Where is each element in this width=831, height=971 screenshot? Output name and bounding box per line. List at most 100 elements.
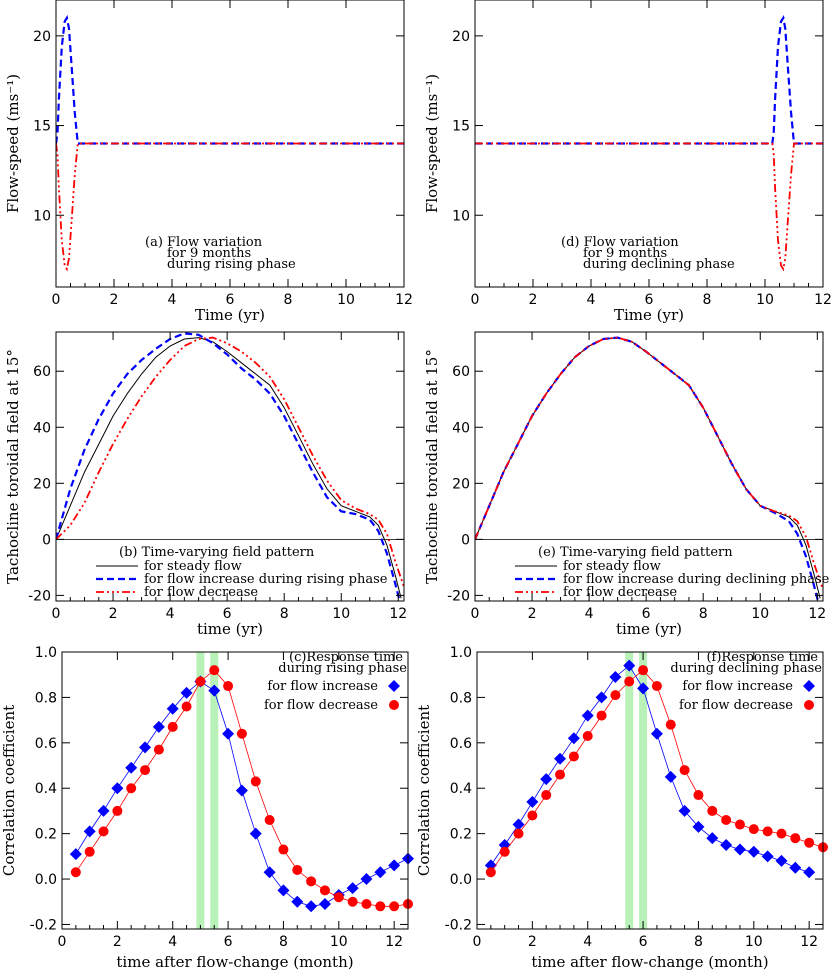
y-tick-label: 0.6 [450, 736, 472, 752]
x-tick-label: 10 [745, 934, 763, 950]
data-point-diamond [263, 866, 276, 879]
data-point-circle [361, 899, 372, 910]
legend-label: for flow decrease [264, 698, 378, 713]
data-point-circle [568, 751, 579, 762]
legend-label: for flow decrease [144, 585, 258, 600]
x-tick-label: 0 [52, 606, 61, 622]
legend-label: for steady flow [144, 559, 242, 574]
x-tick-label: 4 [166, 606, 175, 622]
data-point-diamond [581, 709, 594, 722]
x-tick-label: 4 [168, 934, 177, 950]
data-point-circle [638, 665, 649, 676]
data-point-diamond [97, 804, 110, 817]
plot-frame [476, 651, 824, 930]
x-axis-label: time after flow-change (month) [116, 953, 353, 971]
y-tick-label: 10 [452, 208, 470, 224]
x-axis-label: time (yr) [616, 620, 682, 638]
data-point-diamond [291, 895, 304, 908]
y-tick-label: 0 [461, 532, 470, 548]
data-point-diamond [720, 838, 733, 851]
x-tick-label: 6 [639, 934, 648, 950]
data-point-diamond [166, 702, 179, 715]
data-point-diamond [609, 670, 622, 683]
panel-f: 0 2 4 6 8 10 12 -0.2 0.0 0.2 0.4 0.6 0.8 1.0 time afte… [415, 645, 828, 971]
y-tick-label: -20 [28, 588, 51, 604]
panel-annotation: for 9 months [167, 246, 251, 261]
data-point-circle [375, 901, 386, 912]
data-point-circle [223, 681, 234, 692]
x-tick-label: 10 [337, 292, 355, 308]
data-point-diamond [305, 900, 318, 913]
y-axis-label: Tachocline toroidal field at 15° [423, 349, 441, 584]
data-point-circle [236, 728, 247, 739]
data-point-circle [790, 833, 801, 844]
x-axis-label: Time (yr) [614, 306, 684, 324]
data-point-circle [499, 846, 510, 857]
x-tick-label: 10 [751, 606, 769, 622]
data-point-circle [513, 828, 524, 839]
y-tick-label: -0.2 [30, 917, 57, 933]
panel-annotation: during declining phase [670, 661, 822, 676]
panel-annotation: (f)Response time [706, 650, 818, 665]
y-tick-label: -20 [447, 588, 470, 604]
plot-frame [55, 331, 405, 602]
legend-marker-circle [804, 700, 814, 710]
x-tick-label: 8 [284, 292, 293, 308]
legend-label: for flow decrease [679, 698, 793, 713]
data-point-diamond [678, 804, 691, 817]
x-tick-label: 6 [645, 292, 654, 308]
data-point-diamond [567, 732, 580, 745]
legend-label: for flow increase during rising phase [144, 572, 388, 587]
data-point-diamond [360, 873, 373, 886]
data-point-circle [624, 676, 635, 687]
y-tick-label: 0.4 [450, 781, 472, 797]
series-line-blue-dash [56, 14, 404, 145]
data-point-diamond [747, 845, 760, 858]
x-tick-label: 4 [585, 606, 594, 622]
panel-annotation: (d) Flow variation [561, 235, 679, 250]
y-axis-label: Correlation coefficient [0, 705, 18, 876]
data-point-diamond [526, 795, 539, 808]
data-point-diamond [595, 691, 608, 704]
data-point-diamond [789, 861, 802, 874]
x-tick-label: 12 [385, 934, 403, 950]
x-tick-label: 8 [279, 934, 288, 950]
data-point-diamond [83, 825, 96, 838]
y-tick-label: 0.4 [35, 781, 57, 797]
data-point-diamond [69, 848, 82, 861]
y-tick-label: 0.2 [35, 827, 57, 843]
data-point-circle [804, 837, 815, 848]
x-tick-label: 12 [389, 606, 407, 622]
x-tick-label: 12 [808, 606, 826, 622]
legend-label: for flow increase [682, 679, 793, 694]
data-point-diamond [111, 782, 124, 795]
data-point-circle [693, 790, 704, 801]
shaded-band [625, 652, 634, 929]
data-point-circle [153, 744, 164, 755]
x-tick-label: 12 [395, 292, 413, 308]
data-point-circle [734, 819, 745, 830]
shaded-band [639, 652, 648, 929]
data-point-circle [333, 892, 344, 903]
data-point-circle [70, 867, 81, 878]
shaded-band [210, 652, 219, 929]
y-tick-label: 0.2 [450, 827, 472, 843]
x-tick-label: 4 [168, 292, 177, 308]
y-tick-label: 10 [33, 208, 51, 224]
y-tick-label: 1.0 [35, 645, 57, 661]
data-point-circle [582, 731, 593, 742]
y-tick-label: 40 [33, 420, 51, 436]
legend-marker-diamond [388, 680, 400, 692]
data-point-diamond [733, 843, 746, 856]
data-point-circle [651, 681, 662, 692]
data-point-diamond [623, 659, 636, 672]
x-tick-label: 6 [223, 606, 232, 622]
x-axis-label: time (yr) [197, 620, 263, 638]
y-tick-label: -0.2 [445, 917, 472, 933]
data-point-diamond [637, 682, 650, 695]
x-tick-label: 0 [58, 934, 67, 950]
x-axis-label: time after flow-change (month) [531, 953, 768, 971]
data-point-diamond [374, 866, 387, 879]
data-point-circle [319, 885, 330, 896]
